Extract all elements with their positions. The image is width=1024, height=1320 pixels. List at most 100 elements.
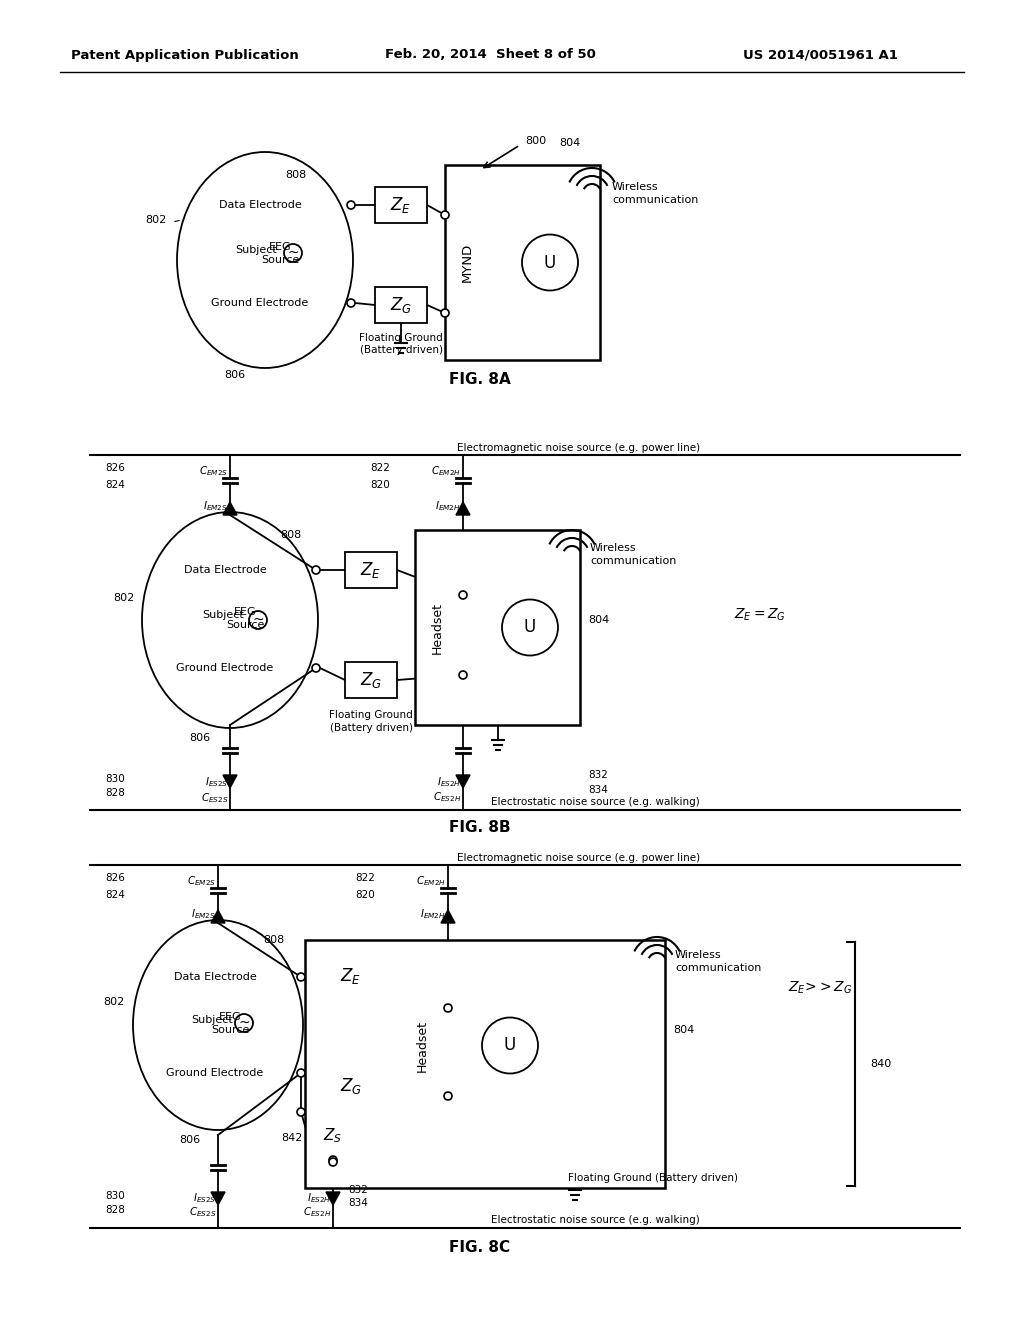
Text: 834: 834	[588, 785, 608, 795]
Text: $C_{ES2S}$: $C_{ES2S}$	[188, 1205, 216, 1218]
Text: US 2014/0051961 A1: US 2014/0051961 A1	[742, 49, 897, 62]
Text: $I_{ES2H}$: $I_{ES2H}$	[437, 775, 461, 789]
Text: 824: 824	[105, 480, 125, 490]
Text: Subject: Subject	[202, 610, 244, 620]
Text: 832: 832	[588, 770, 608, 780]
Text: Data Electrode: Data Electrode	[174, 972, 256, 982]
Text: 820: 820	[370, 480, 390, 490]
Circle shape	[347, 201, 355, 209]
Text: $I_{EM2H}$: $I_{EM2H}$	[435, 499, 461, 513]
Text: (Battery driven): (Battery driven)	[359, 345, 442, 355]
Text: 804: 804	[673, 1026, 694, 1035]
Text: Feb. 20, 2014  Sheet 8 of 50: Feb. 20, 2014 Sheet 8 of 50	[385, 49, 595, 62]
Ellipse shape	[133, 920, 303, 1130]
Text: 834: 834	[348, 1199, 368, 1208]
Text: $Z_E\!>\!>Z_G$: $Z_E\!>\!>Z_G$	[787, 979, 852, 997]
Text: Headset: Headset	[416, 1019, 428, 1072]
Text: 830: 830	[105, 1191, 125, 1201]
Text: Data Electrode: Data Electrode	[183, 565, 266, 576]
Text: Electrostatic noise source (e.g. walking): Electrostatic noise source (e.g. walking…	[492, 797, 700, 807]
Text: $C_{EM2S}$: $C_{EM2S}$	[187, 874, 216, 888]
Text: communication: communication	[590, 556, 677, 566]
Text: $Z_S$: $Z_S$	[324, 1127, 343, 1146]
Text: $C_{ES2S}$: $C_{ES2S}$	[201, 791, 228, 805]
Text: $I_{EM2S}$: $I_{EM2S}$	[191, 907, 216, 921]
Polygon shape	[456, 502, 470, 515]
Bar	[445, 165, 600, 360]
Text: EEG: EEG	[233, 607, 256, 616]
Circle shape	[249, 611, 267, 630]
Text: Wireless: Wireless	[590, 543, 637, 553]
Text: Ground Electrode: Ground Electrode	[211, 298, 308, 308]
Text: Patent Application Publication: Patent Application Publication	[71, 49, 299, 62]
Circle shape	[297, 1069, 305, 1077]
Text: $I_{EM2H}$: $I_{EM2H}$	[420, 907, 446, 921]
Text: $I_{EM2S}$: $I_{EM2S}$	[203, 499, 228, 513]
Bar	[308, 1119, 358, 1152]
Text: 840: 840	[870, 1059, 891, 1069]
Text: $C_{ES2H}$: $C_{ES2H}$	[433, 791, 461, 804]
Bar	[305, 940, 665, 1188]
Bar	[325, 1068, 377, 1104]
Text: 808: 808	[280, 531, 301, 540]
Text: 842: 842	[282, 1133, 303, 1143]
Circle shape	[522, 235, 578, 290]
Polygon shape	[441, 909, 455, 923]
Text: 832: 832	[348, 1185, 368, 1195]
Text: Source: Source	[211, 1026, 249, 1035]
Circle shape	[329, 1156, 337, 1164]
Text: U: U	[544, 253, 556, 272]
Text: $I_{ES2H}$: $I_{ES2H}$	[307, 1191, 331, 1205]
Text: $I_{ES2S}$: $I_{ES2S}$	[205, 775, 228, 789]
Text: Electrostatic noise source (e.g. walking): Electrostatic noise source (e.g. walking…	[492, 1214, 700, 1225]
Ellipse shape	[142, 512, 318, 729]
Text: Ground Electrode: Ground Electrode	[166, 1068, 263, 1078]
Text: Subject: Subject	[191, 1015, 232, 1026]
Text: U: U	[524, 619, 537, 636]
Bar	[345, 663, 397, 698]
Polygon shape	[211, 909, 225, 923]
Text: $Z_G$: $Z_G$	[390, 294, 412, 315]
Circle shape	[459, 671, 467, 678]
Text: 800: 800	[525, 136, 546, 147]
Text: 804: 804	[588, 615, 609, 624]
Text: Floating Ground: Floating Ground	[359, 333, 442, 343]
Text: 802: 802	[145, 215, 167, 224]
Text: Subject: Subject	[234, 246, 276, 255]
Circle shape	[312, 664, 319, 672]
Circle shape	[444, 1092, 452, 1100]
Circle shape	[297, 1107, 305, 1115]
Text: Headset: Headset	[430, 602, 443, 653]
Text: $Z_E$: $Z_E$	[390, 195, 412, 215]
Text: communication: communication	[675, 964, 762, 973]
Circle shape	[502, 599, 558, 656]
Text: EEG: EEG	[268, 242, 291, 252]
Bar	[345, 552, 397, 587]
Polygon shape	[223, 775, 237, 788]
Text: 808: 808	[285, 170, 306, 180]
Text: FIG. 8A: FIG. 8A	[450, 372, 511, 388]
Text: 806: 806	[189, 733, 211, 743]
Text: $C_{EM2H}$: $C_{EM2H}$	[416, 874, 446, 888]
Text: Wireless: Wireless	[675, 950, 722, 960]
Text: 806: 806	[224, 370, 246, 380]
Text: 804: 804	[559, 139, 581, 148]
Text: ~: ~	[239, 1016, 250, 1030]
Circle shape	[297, 973, 305, 981]
Text: 830: 830	[105, 774, 125, 784]
Text: communication: communication	[612, 195, 698, 205]
Text: Electromagnetic noise source (e.g. power line): Electromagnetic noise source (e.g. power…	[457, 853, 700, 863]
Text: 826: 826	[105, 463, 125, 473]
Circle shape	[234, 1014, 253, 1032]
Circle shape	[441, 211, 449, 219]
Text: 824: 824	[105, 890, 125, 900]
Circle shape	[444, 1005, 452, 1012]
Bar	[415, 531, 580, 725]
Text: ~: ~	[252, 612, 264, 627]
Polygon shape	[211, 1192, 225, 1205]
Circle shape	[284, 244, 302, 261]
Text: 828: 828	[105, 788, 125, 799]
Text: 820: 820	[355, 890, 375, 900]
Polygon shape	[223, 502, 237, 515]
Text: $Z_E = Z_G$: $Z_E = Z_G$	[734, 607, 786, 623]
